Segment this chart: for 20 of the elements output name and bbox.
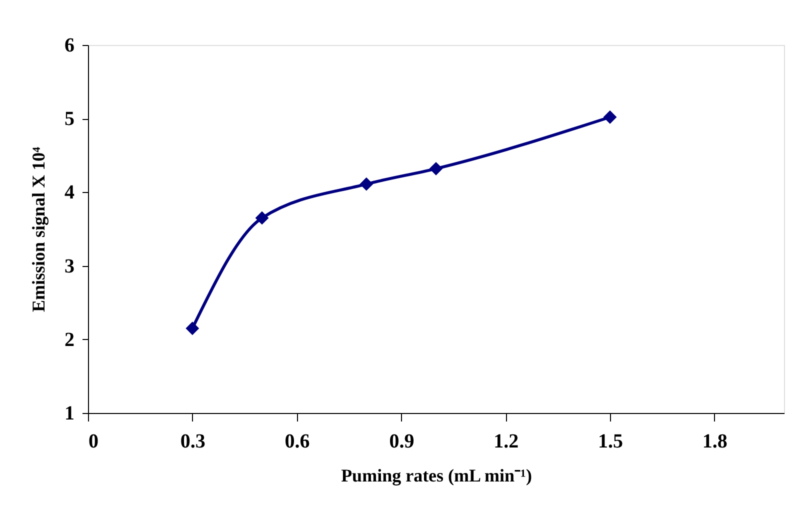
point [360, 177, 374, 191]
y-tick-label: 1 [64, 402, 74, 424]
y-tick-label: 2 [64, 328, 74, 351]
y-axis-title: Emission signal X 10⁴ [28, 146, 48, 312]
x-axis-title: Puming rates (mL min⁻¹) [341, 466, 532, 486]
x-tick-label: 0.3 [180, 430, 206, 452]
point [603, 110, 617, 124]
x-tick-label: 1.5 [598, 430, 623, 452]
x-tick-label: 0 [88, 430, 98, 452]
x-tick-label: 1.2 [494, 430, 519, 452]
x-tick-label: 1.8 [702, 430, 728, 452]
y-tick-label: 4 [64, 182, 74, 204]
point [255, 211, 269, 225]
point [186, 322, 200, 336]
x-tick-label: 0.9 [389, 430, 414, 452]
y-tick-label: 3 [64, 255, 74, 278]
y-tick-label: 5 [64, 108, 74, 130]
x-tick-label: 0.6 [284, 430, 310, 452]
y-tick-label: 6 [64, 34, 74, 56]
point [429, 162, 443, 176]
